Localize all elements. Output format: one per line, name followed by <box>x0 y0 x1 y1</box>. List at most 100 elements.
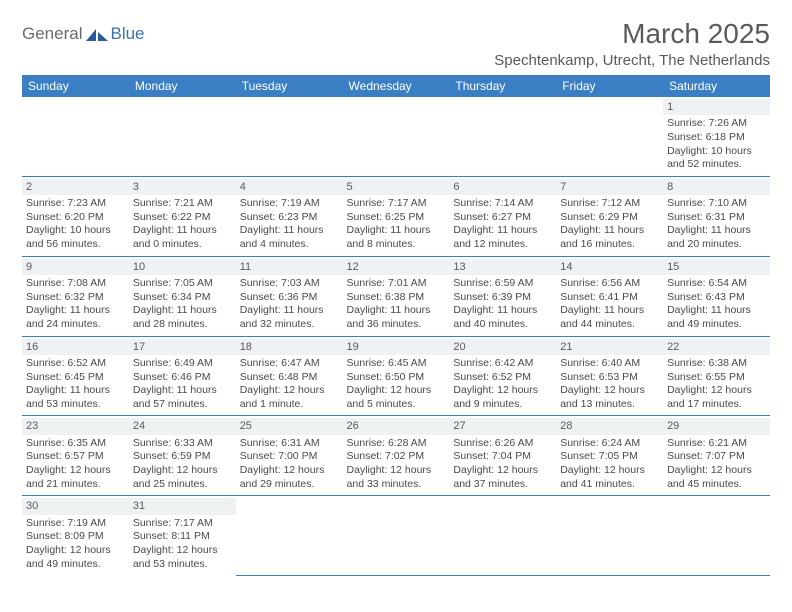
day-number: 18 <box>236 339 343 355</box>
day-number: 16 <box>22 339 129 355</box>
daylight-line-2: and 25 minutes. <box>133 478 232 492</box>
calendar-day-cell: 14Sunrise: 6:56 AMSunset: 6:41 PMDayligh… <box>556 256 663 336</box>
day-number: 13 <box>449 259 556 275</box>
sunset-line: Sunset: 6:22 PM <box>133 211 232 225</box>
sunset-line: Sunset: 6:34 PM <box>133 291 232 305</box>
logo-word1: General <box>22 24 82 44</box>
sunrise-line: Sunrise: 6:49 AM <box>133 357 232 371</box>
sunset-line: Sunset: 6:48 PM <box>240 371 339 385</box>
weekday-header: Monday <box>129 75 236 97</box>
sunrise-line: Sunrise: 7:23 AM <box>26 197 125 211</box>
day-number: 2 <box>22 179 129 195</box>
daylight-line-1: Daylight: 12 hours <box>133 464 232 478</box>
calendar-day-cell: 28Sunrise: 6:24 AMSunset: 7:05 PMDayligh… <box>556 416 663 496</box>
daylight-line-1: Daylight: 12 hours <box>453 384 552 398</box>
calendar-day-cell: 17Sunrise: 6:49 AMSunset: 6:46 PMDayligh… <box>129 336 236 416</box>
calendar-day-cell: 25 Sunrise: 6:31 AMSunset: 7:00 PMDayligh… <box>236 416 343 496</box>
sunrise-line: Sunrise: 7:05 AM <box>133 277 232 291</box>
calendar-day-cell: 23Sunrise: 6:35 AMSunset: 6:57 PMDayligh… <box>22 416 129 496</box>
calendar-day-cell: 4Sunrise: 7:19 AMSunset: 6:23 PMDaylight… <box>236 176 343 256</box>
day-number: 21 <box>556 339 663 355</box>
calendar-day-cell: 1Sunrise: 7:26 AMSunset: 6:18 PMDaylight… <box>663 97 770 176</box>
daylight-line-2: and 13 minutes. <box>560 398 659 412</box>
day-number: 9 <box>22 259 129 275</box>
daylight-line-1: Daylight: 11 hours <box>453 224 552 238</box>
daylight-line-1: Daylight: 12 hours <box>667 384 766 398</box>
sunset-line: Sunset: 6:52 PM <box>453 371 552 385</box>
sunrise-line: Sunrise: 6:33 AM <box>133 437 232 451</box>
day-number: 10 <box>129 259 236 275</box>
sunrise-line: Sunrise: 6:31 AM <box>240 437 339 451</box>
sunset-line: Sunset: 6:53 PM <box>560 371 659 385</box>
sunrise-line: Sunrise: 6:42 AM <box>453 357 552 371</box>
daylight-line-1: Daylight: 11 hours <box>560 224 659 238</box>
sunset-line: Sunset: 7:04 PM <box>453 450 552 464</box>
sunset-line: Sunset: 6:18 PM <box>667 131 766 145</box>
sunrise-line: Sunrise: 7:08 AM <box>26 277 125 291</box>
daylight-line-2: and 32 minutes. <box>240 318 339 332</box>
daylight-line-1: Daylight: 11 hours <box>667 304 766 318</box>
day-number: 24 <box>129 418 236 434</box>
day-number: 4 <box>236 179 343 195</box>
calendar-day-cell <box>663 496 770 575</box>
sunrise-line: Sunrise: 7:10 AM <box>667 197 766 211</box>
sunset-line: Sunset: 6:50 PM <box>347 371 446 385</box>
sunrise-line: Sunrise: 6:24 AM <box>560 437 659 451</box>
calendar-day-cell: 10Sunrise: 7:05 AMSunset: 6:34 PMDayligh… <box>129 256 236 336</box>
calendar-week-row: 30Sunrise: 7:19 AMSunset: 8:09 PMDayligh… <box>22 496 770 575</box>
calendar-day-cell <box>22 97 129 176</box>
day-number: 11 <box>236 259 343 275</box>
sunrise-line: Sunrise: 6:26 AM <box>453 437 552 451</box>
month-title: March 2025 <box>494 18 770 50</box>
daylight-line-2: and 45 minutes. <box>667 478 766 492</box>
calendar-day-cell <box>236 496 343 575</box>
daylight-line-2: and 1 minute. <box>240 398 339 412</box>
daylight-line-2: and 41 minutes. <box>560 478 659 492</box>
sunset-line: Sunset: 6:38 PM <box>347 291 446 305</box>
calendar-week-row: 9Sunrise: 7:08 AMSunset: 6:32 PMDaylight… <box>22 256 770 336</box>
daylight-line-2: and 17 minutes. <box>667 398 766 412</box>
logo: General Blue <box>22 24 145 44</box>
sunset-line: Sunset: 7:00 PM <box>240 450 339 464</box>
day-number: 27 <box>449 418 556 434</box>
calendar-day-cell <box>449 496 556 575</box>
location: Spechtenkamp, Utrecht, The Netherlands <box>494 52 770 69</box>
daylight-line-1: Daylight: 12 hours <box>240 464 339 478</box>
calendar-day-cell: 13Sunrise: 6:59 AMSunset: 6:39 PMDayligh… <box>449 256 556 336</box>
calendar-day-cell: 30Sunrise: 7:19 AMSunset: 8:09 PMDayligh… <box>22 496 129 575</box>
day-number: 29 <box>663 418 770 434</box>
sunrise-line: Sunrise: 6:59 AM <box>453 277 552 291</box>
calendar-day-cell: 7Sunrise: 7:12 AMSunset: 6:29 PMDaylight… <box>556 176 663 256</box>
daylight-line-1: Daylight: 10 hours <box>26 224 125 238</box>
sunrise-line: Sunrise: 6:21 AM <box>667 437 766 451</box>
daylight-line-2: and 49 minutes. <box>667 318 766 332</box>
calendar-day-cell <box>343 97 450 176</box>
sunset-line: Sunset: 6:23 PM <box>240 211 339 225</box>
daylight-line-1: Daylight: 12 hours <box>560 384 659 398</box>
calendar-day-cell: 19Sunrise: 6:45 AMSunset: 6:50 PMDayligh… <box>343 336 450 416</box>
sunset-line: Sunset: 6:45 PM <box>26 371 125 385</box>
weekday-header: Friday <box>556 75 663 97</box>
day-number: 26 <box>343 418 450 434</box>
day-number: 6 <box>449 179 556 195</box>
sunset-line: Sunset: 6:57 PM <box>26 450 125 464</box>
day-number: 22 <box>663 339 770 355</box>
calendar-day-cell: 8Sunrise: 7:10 AMSunset: 6:31 PMDaylight… <box>663 176 770 256</box>
daylight-line-1: Daylight: 11 hours <box>667 224 766 238</box>
sunset-line: Sunset: 8:09 PM <box>26 530 125 544</box>
calendar-day-cell <box>236 97 343 176</box>
daylight-line-1: Daylight: 11 hours <box>240 304 339 318</box>
day-number: 17 <box>129 339 236 355</box>
calendar-day-cell: 6Sunrise: 7:14 AMSunset: 6:27 PMDaylight… <box>449 176 556 256</box>
sunset-line: Sunset: 6:31 PM <box>667 211 766 225</box>
daylight-line-2: and 53 minutes. <box>133 558 232 572</box>
sunrise-line: Sunrise: 6:47 AM <box>240 357 339 371</box>
sunset-line: Sunset: 6:27 PM <box>453 211 552 225</box>
weekday-header: Wednesday <box>343 75 450 97</box>
day-number: 23 <box>22 418 129 434</box>
daylight-line-2: and 56 minutes. <box>26 238 125 252</box>
calendar-day-cell: 11Sunrise: 7:03 AMSunset: 6:36 PMDayligh… <box>236 256 343 336</box>
daylight-line-1: Daylight: 11 hours <box>26 304 125 318</box>
day-number: 25 <box>236 418 343 434</box>
calendar-day-cell: 31Sunrise: 7:17 AMSunset: 8:11 PMDayligh… <box>129 496 236 575</box>
